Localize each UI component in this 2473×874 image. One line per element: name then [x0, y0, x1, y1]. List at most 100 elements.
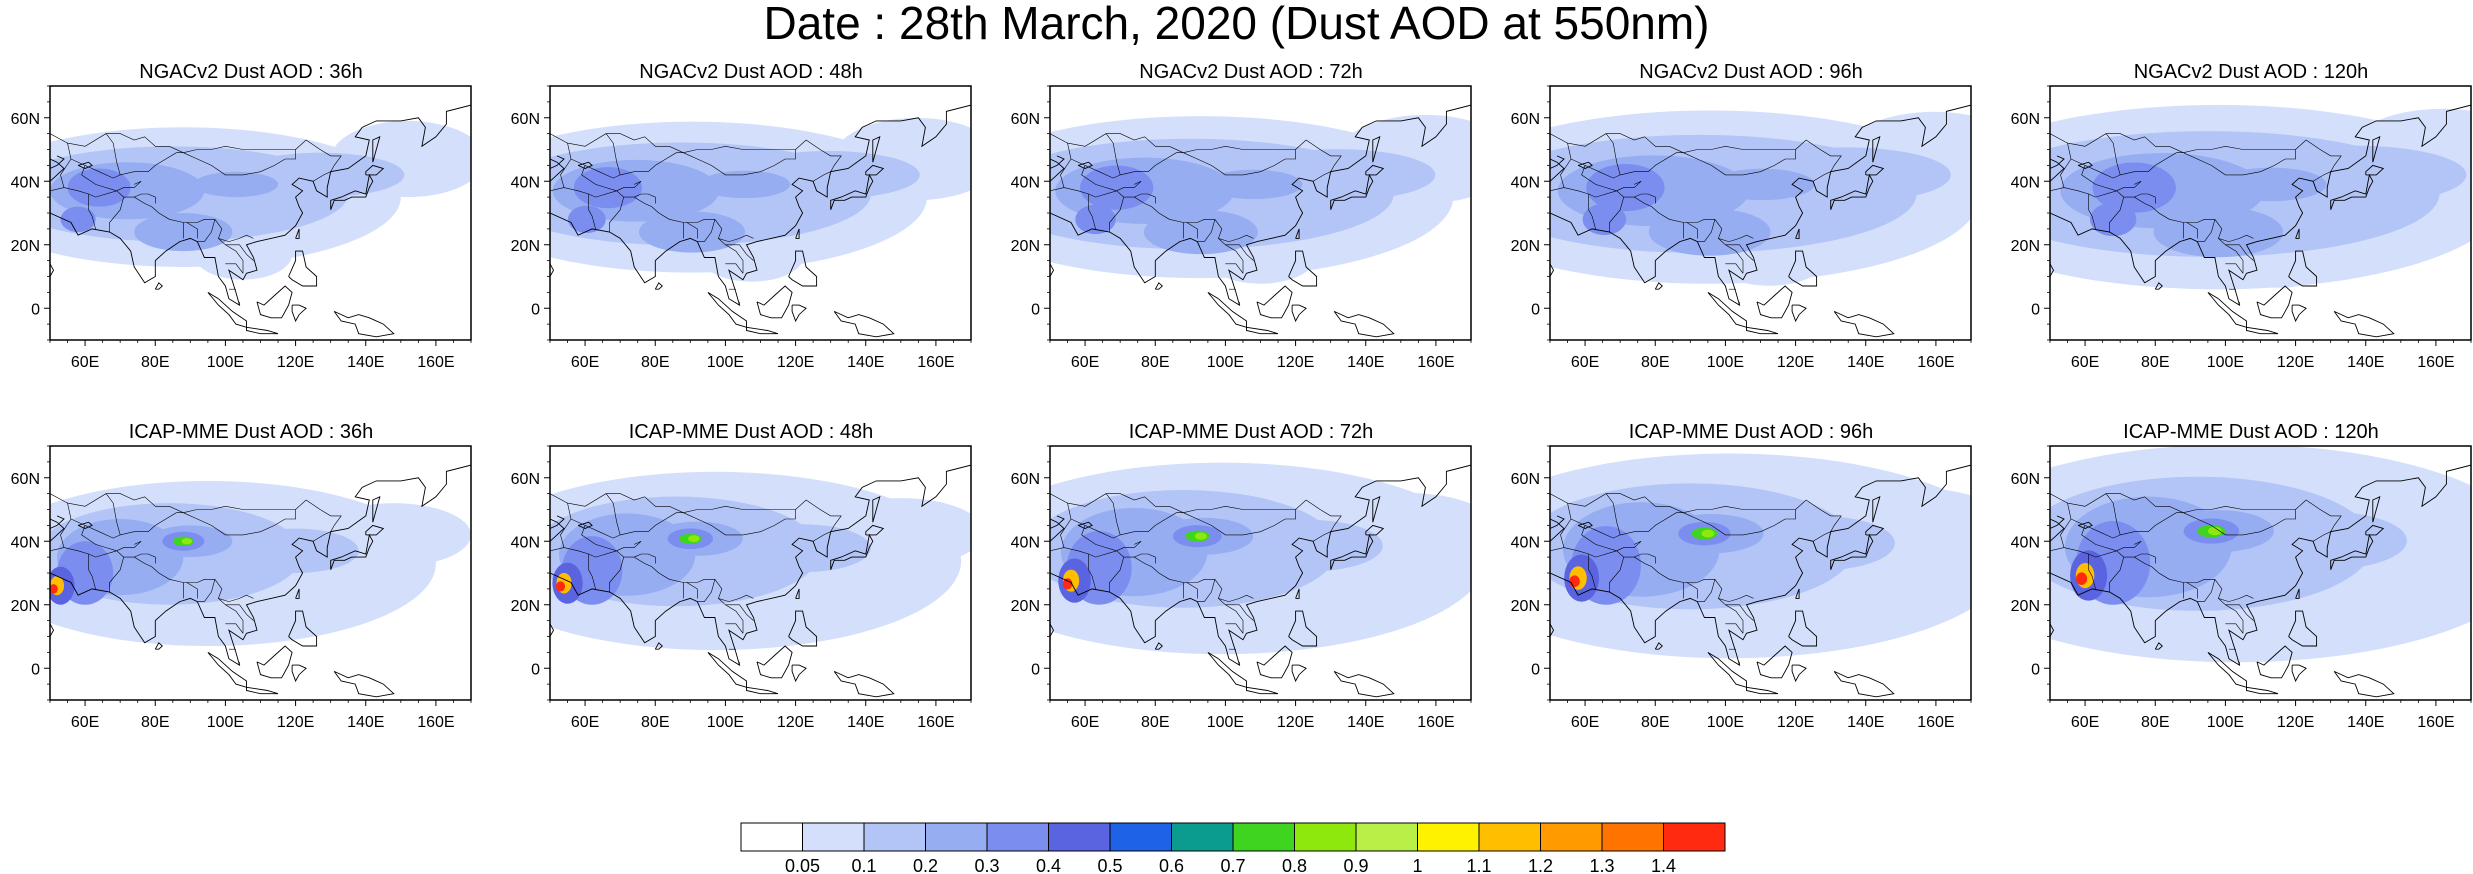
y-tick-label: 0	[531, 301, 540, 318]
country-border	[120, 152, 184, 176]
coastline	[865, 524, 885, 536]
y-tick-label: 60N	[2011, 471, 2040, 488]
coastline	[2365, 164, 2385, 176]
coastline	[1865, 524, 1885, 536]
coastline	[1330, 173, 1374, 210]
coastline	[256, 645, 293, 679]
coastline	[788, 250, 818, 287]
country-border	[1683, 145, 1796, 176]
country-border	[2295, 499, 2342, 542]
x-tick-label: 100E	[1707, 354, 1744, 371]
colorbar-swatch	[863, 822, 926, 852]
coastline	[2207, 652, 2247, 688]
country-border	[123, 556, 215, 583]
x-tick-label: 80E	[1641, 714, 1669, 731]
x-tick-label: 80E	[641, 714, 669, 731]
coastline	[295, 588, 300, 599]
x-tick-label: 60E	[71, 714, 99, 731]
x-tick-label: 100E	[707, 354, 744, 371]
country-border	[105, 133, 121, 175]
coastline	[1246, 686, 1279, 695]
y-tick-label: 60N	[2011, 111, 2040, 128]
x-tick-label: 140E	[347, 354, 384, 371]
coastline	[746, 326, 779, 335]
panel-title: NGACv2 Dust AOD : 48h	[639, 61, 863, 83]
coastline	[246, 326, 279, 335]
y-tick-label: 0	[2031, 661, 2040, 678]
country-border	[225, 244, 254, 261]
colorbar-label: 0.9	[1343, 856, 1368, 874]
x-tick-label: 60E	[1571, 354, 1599, 371]
coastline	[1550, 263, 1555, 277]
country-border	[2060, 503, 2072, 548]
country-border	[550, 493, 684, 513]
x-tick-label: 120E	[1277, 354, 1314, 371]
map-panel: NGACv2 Dust AOD : 36h 60E 80E 100E 120E 140E 1…	[1, 60, 501, 400]
coastline	[1795, 228, 1800, 239]
dust-field	[1701, 529, 1715, 538]
x-tick-label: 160E	[2417, 714, 2454, 731]
country-border	[1088, 554, 1096, 589]
country-border	[70, 158, 121, 179]
country-border	[295, 139, 342, 182]
country-border	[2070, 518, 2121, 539]
country-border	[1070, 518, 1121, 539]
country-border	[1123, 556, 1215, 583]
country-border	[795, 499, 842, 542]
country-border	[2050, 133, 2184, 153]
colorbar-label: 1.4	[1651, 856, 1676, 874]
coastline	[2050, 104, 2471, 307]
country-border	[623, 196, 715, 223]
country-border	[1560, 503, 1572, 548]
coastline	[50, 263, 55, 277]
dust-field	[1194, 532, 1207, 540]
coastline	[50, 623, 55, 637]
x-tick-label: 100E	[207, 714, 244, 731]
x-tick-label: 80E	[2141, 714, 2169, 731]
coastline	[2050, 515, 2065, 529]
country-border	[50, 493, 184, 513]
country-border	[1105, 133, 1121, 175]
country-border	[683, 505, 796, 536]
x-tick-label: 160E	[1917, 714, 1954, 731]
coastline	[207, 652, 247, 688]
x-tick-label: 140E	[2347, 354, 2384, 371]
country-border	[60, 143, 72, 188]
coastline	[795, 228, 800, 239]
coastline	[550, 515, 565, 529]
country-border	[186, 222, 198, 239]
x-tick-label: 80E	[2141, 354, 2169, 371]
coastline	[1833, 310, 1895, 338]
coastline	[2330, 533, 2374, 570]
coastline	[2291, 304, 2307, 323]
x-tick-label: 160E	[917, 354, 954, 371]
coastline	[365, 164, 385, 176]
coastline	[1577, 521, 1593, 529]
country-border	[1050, 541, 1142, 558]
country-border	[1605, 493, 1621, 535]
country-border	[634, 193, 656, 204]
coastline	[550, 263, 555, 277]
country-border	[2109, 550, 2125, 592]
dust-field	[2076, 572, 2088, 586]
country-border	[1560, 143, 1572, 188]
coastline	[2288, 250, 2318, 287]
map-panel: ICAP-MME Dust AOD : 48h 60E 80E 100E 120E 140…	[501, 420, 1001, 760]
country-border	[1714, 219, 1754, 242]
coastline	[1050, 464, 1471, 667]
dust-aod-map: 60E 80E 100E 120E 140E 160E 60N 40N 20N 0	[2011, 85, 2472, 371]
coastline	[2050, 623, 2055, 637]
country-border	[1060, 503, 1072, 548]
coastline	[1550, 518, 1565, 542]
country-border	[2134, 553, 2156, 564]
country-border	[1120, 152, 1184, 176]
coastline	[330, 533, 374, 570]
coastline	[2333, 670, 2395, 698]
coastline	[1550, 623, 1555, 637]
colorbar-label: 1	[1412, 856, 1422, 874]
coastline	[1833, 670, 1895, 698]
country-border	[1134, 193, 1156, 204]
y-tick-label: 40N	[1011, 174, 1040, 191]
country-border	[1550, 541, 1642, 558]
colorbar-swatch	[1601, 822, 1664, 852]
